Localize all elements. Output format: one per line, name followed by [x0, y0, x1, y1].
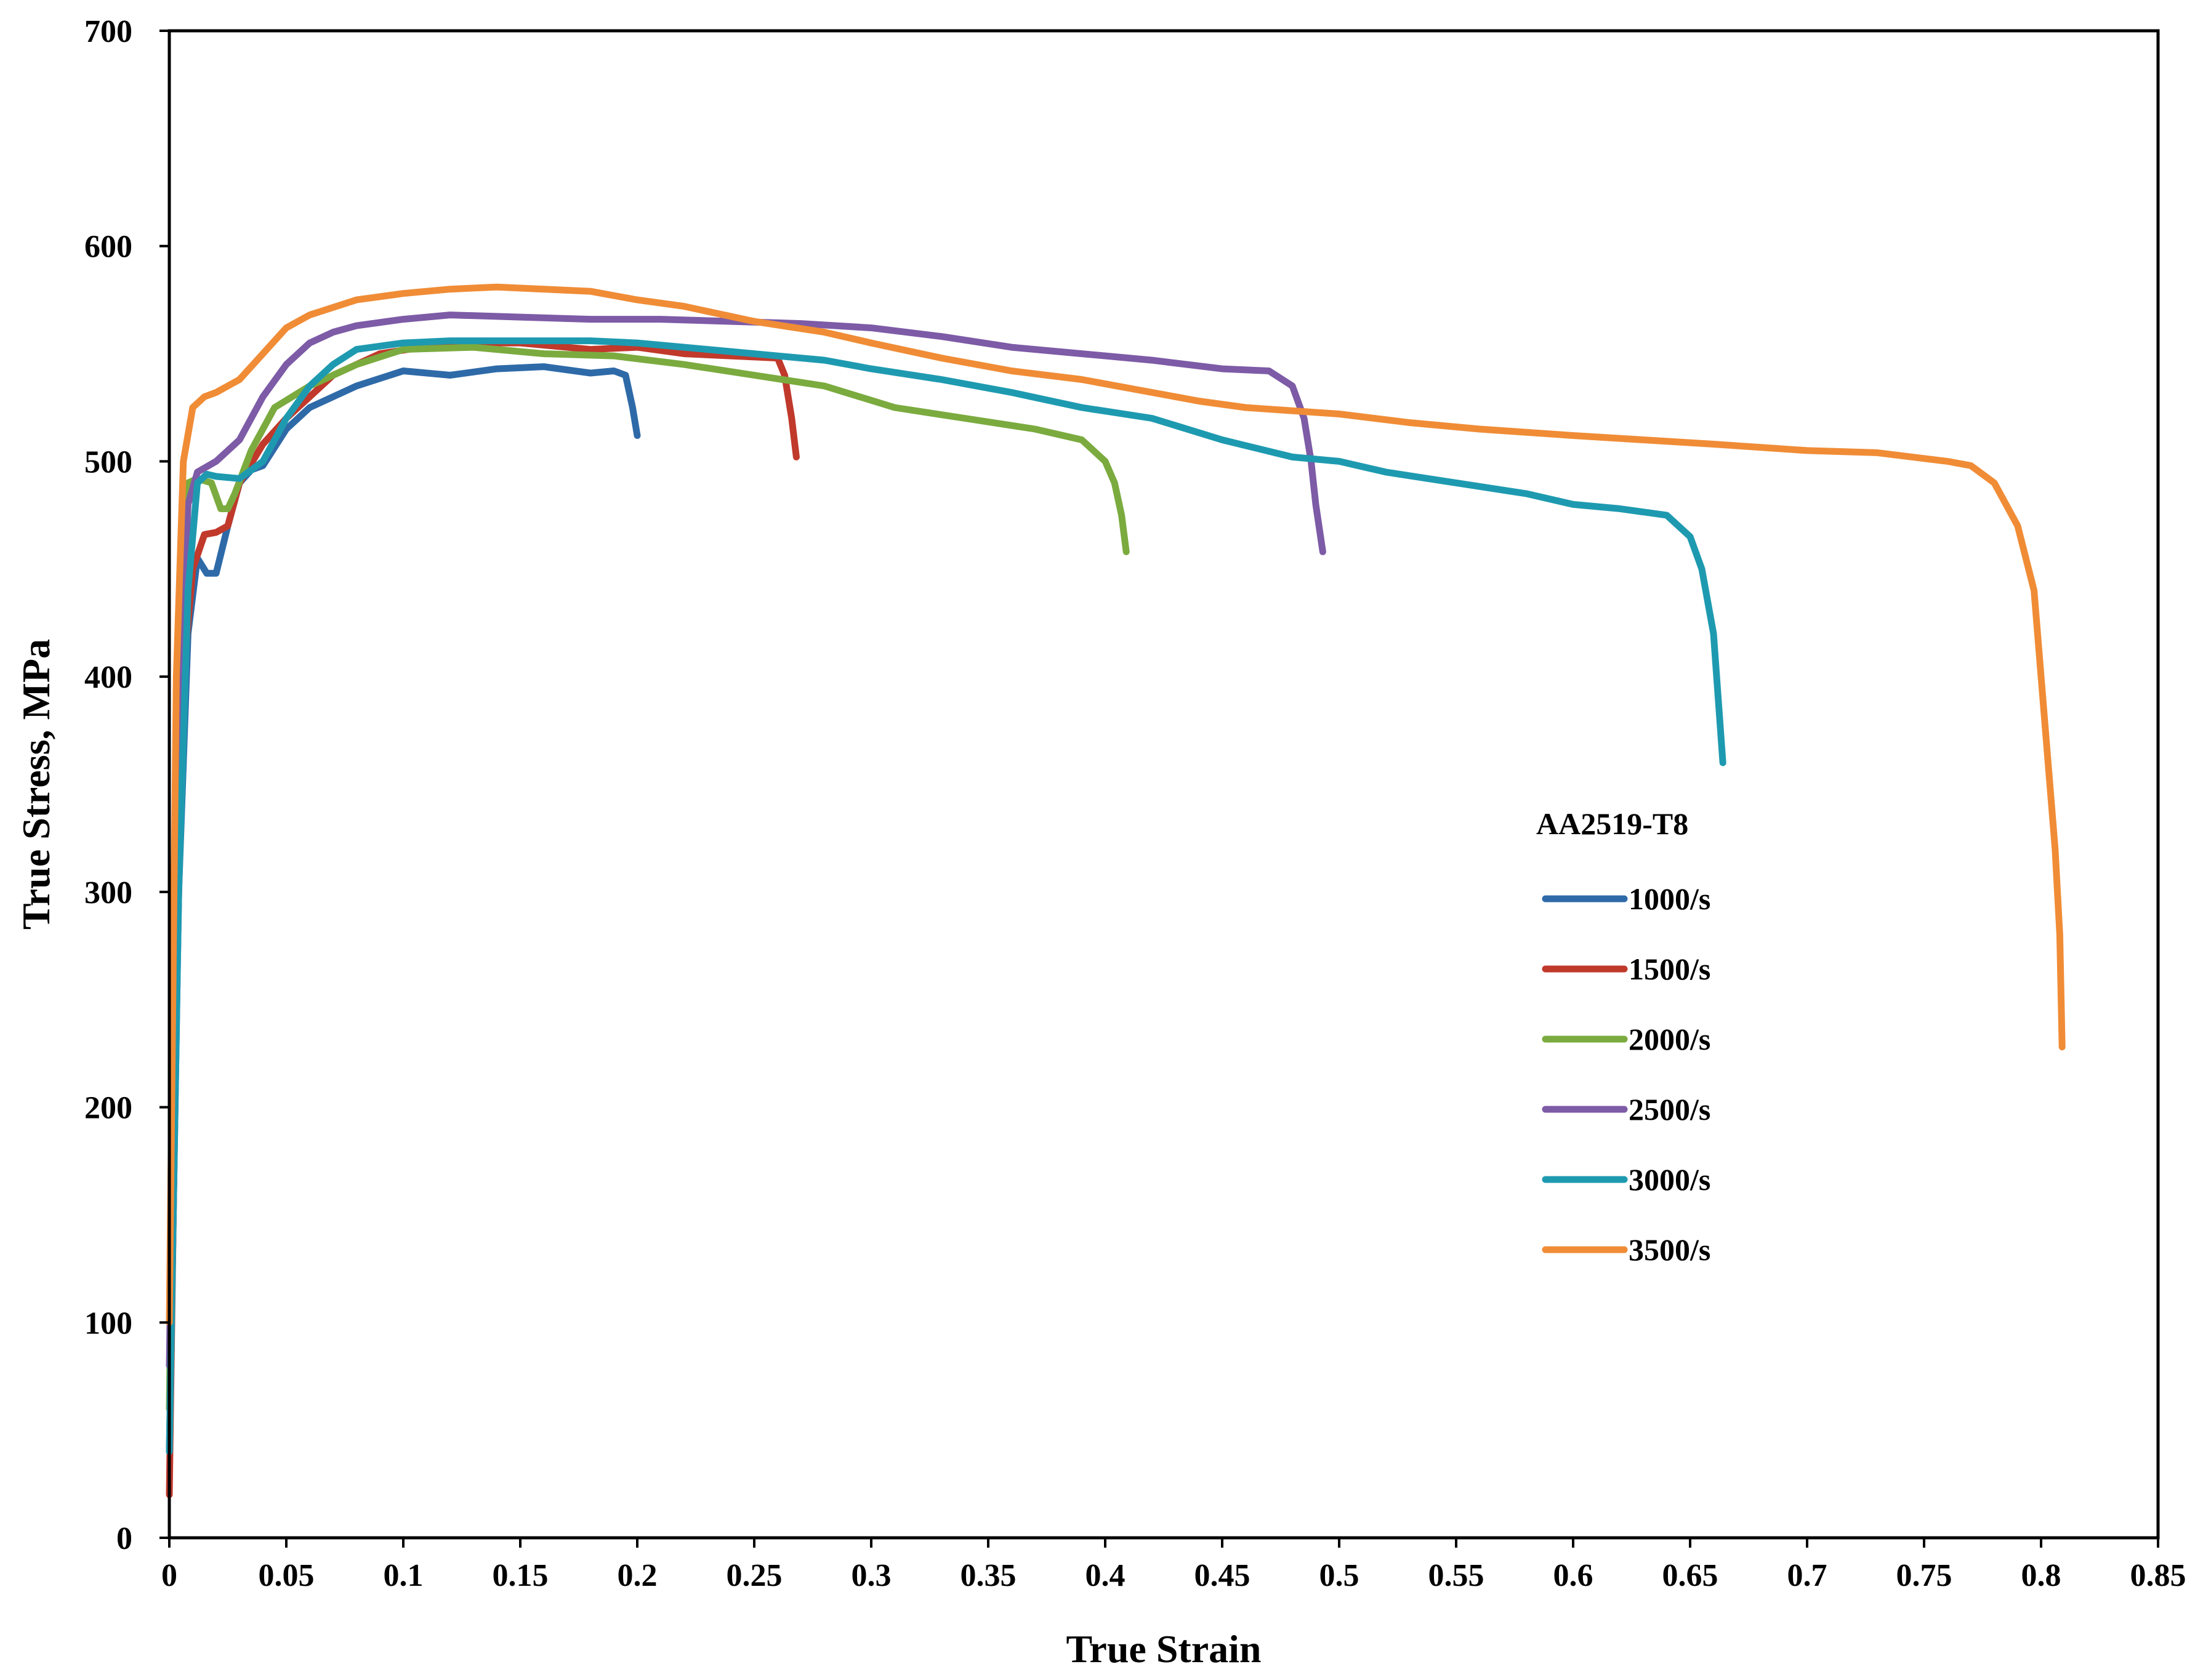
x-tick-label: 0.15 [493, 1558, 549, 1593]
x-tick-label: 0 [161, 1558, 177, 1593]
x-tick-label: 0.3 [852, 1558, 892, 1593]
x-tick-label: 0.55 [1428, 1558, 1484, 1593]
series-layer [166, 283, 2066, 1498]
x-tick-label: 0.65 [1662, 1558, 1718, 1593]
series-line-3000-per-s [166, 337, 1726, 1455]
y-tick-label: 200 [84, 1091, 132, 1126]
x-tick-label: 0.4 [1085, 1558, 1126, 1593]
x-tick-label: 0.8 [2021, 1558, 2061, 1593]
legend-title: AA2519-T8 [1536, 806, 1688, 841]
y-tick-label: 400 [84, 660, 132, 695]
series-line-3500-per-s [166, 283, 2066, 1326]
x-tick-label: 0.1 [384, 1558, 424, 1593]
legend-label: 3500/s [1629, 1232, 1710, 1267]
series-line-2000-per-s [166, 344, 1130, 1412]
legend-label: 2500/s [1629, 1092, 1710, 1127]
x-tick-label: 0.7 [1787, 1558, 1827, 1593]
x-tick-label: 0.2 [618, 1558, 658, 1593]
y-tick-label: 600 [84, 230, 132, 265]
x-axis-title: True Strain [1066, 1627, 1261, 1671]
x-axis: 0 0.05 0.1 0.15 0.2 0.25 0.3 0.35 0.4 0.45 0.5 0.55… [161, 1538, 2186, 1593]
series-line-2500-per-s [166, 311, 1326, 1369]
x-tick-label: 0.35 [961, 1558, 1017, 1593]
x-tick-label: 0.75 [1896, 1558, 1952, 1593]
y-tick-label: 0 [116, 1521, 132, 1556]
x-tick-label: 0.85 [2130, 1558, 2186, 1593]
legend-label: 3000/s [1629, 1162, 1710, 1197]
y-tick-label: 300 [84, 875, 132, 910]
x-tick-label: 0.6 [1553, 1558, 1593, 1593]
legend-label: 1500/s [1629, 952, 1710, 986]
x-tick-label: 0.5 [1319, 1558, 1359, 1593]
y-axis-title: True Stress, MPa [14, 639, 58, 930]
x-tick-label: 0.05 [259, 1558, 315, 1593]
plot-area-frame [167, 29, 2160, 1540]
legend-label: 2000/s [1629, 1022, 1710, 1056]
y-axis: 0 100 200 300 400 500 600 700 [84, 14, 169, 1556]
y-tick-label: 500 [84, 444, 132, 480]
y-tick-label: 700 [84, 14, 132, 49]
legend-items: 1000/s 1500/s 2000/s 2500/s 3000/s 3500/s [1542, 882, 1710, 1267]
legend: AA2519-T8 1000/s 1500/s 2000/s 2500/s 3000/s… [1536, 806, 1710, 1267]
x-tick-label: 0.25 [727, 1558, 783, 1593]
series-line-1000-per-s [166, 363, 641, 1455]
legend-label: 1000/s [1629, 882, 1710, 916]
x-tick-label: 0.45 [1194, 1558, 1251, 1593]
y-tick-label: 100 [84, 1306, 132, 1341]
